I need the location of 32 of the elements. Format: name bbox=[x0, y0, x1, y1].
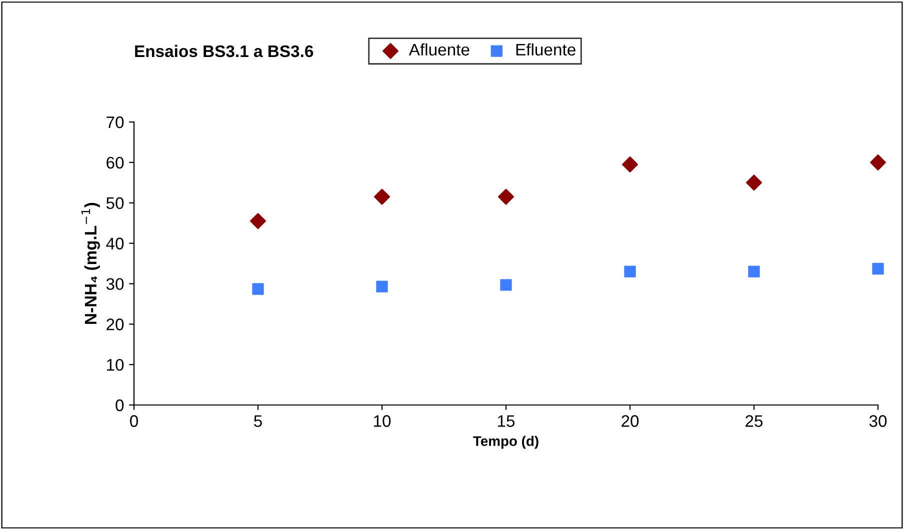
x-tick-label: 10 bbox=[374, 415, 391, 427]
point bbox=[376, 280, 388, 292]
y-tick-label: 30 bbox=[106, 278, 124, 290]
point bbox=[870, 154, 886, 170]
x-tick-label: 0 bbox=[130, 415, 138, 427]
point bbox=[374, 188, 390, 205]
y-tick-label: 60 bbox=[106, 156, 124, 169]
y-tick-label: 40 bbox=[106, 238, 124, 250]
point bbox=[746, 174, 762, 191]
x-tick-label: 30 bbox=[869, 415, 887, 427]
y-tick-label: 20 bbox=[106, 318, 124, 330]
y-tick-label: 70 bbox=[106, 116, 124, 128]
x-tick-label: 5 bbox=[254, 415, 262, 427]
y-axis-title: N-NH₄ (mg.L$^{−1}$) bbox=[82, 202, 100, 324]
y-tick-label: 10 bbox=[107, 358, 124, 371]
point bbox=[872, 262, 884, 275]
point bbox=[624, 266, 636, 278]
y-tick-label: 0 bbox=[116, 399, 124, 412]
point bbox=[498, 188, 514, 205]
point bbox=[748, 266, 760, 278]
point bbox=[500, 279, 512, 291]
x-tick-label: 15 bbox=[498, 415, 515, 427]
y-tick-label: 50 bbox=[106, 197, 124, 210]
point bbox=[252, 283, 264, 295]
point bbox=[250, 213, 266, 230]
x-tick-label: 20 bbox=[622, 415, 639, 427]
legend-label: Efluente bbox=[516, 43, 576, 56]
legend-label: Afluente bbox=[408, 43, 470, 56]
point bbox=[622, 156, 638, 172]
chart-title: Ensaios BS3.1 a BS3.6 bbox=[135, 44, 314, 58]
x-tick-label: 25 bbox=[746, 415, 763, 427]
x-axis-title: Tempo (d) bbox=[473, 436, 538, 449]
